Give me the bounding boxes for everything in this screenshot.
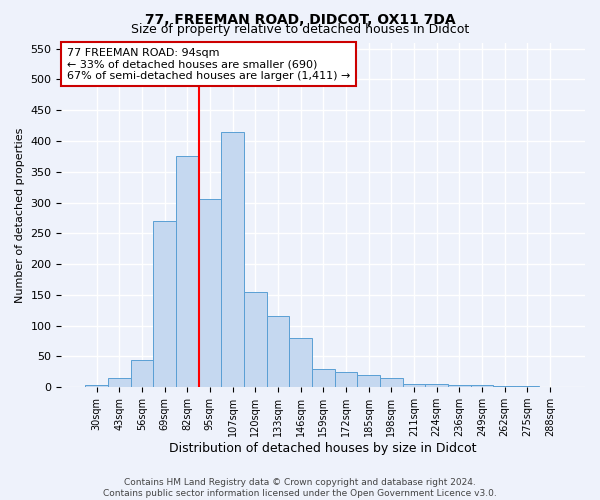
Bar: [335, 372, 357, 387]
Bar: [244, 292, 266, 387]
Bar: [448, 386, 470, 387]
Bar: [470, 386, 493, 387]
Bar: [516, 386, 539, 387]
Bar: [131, 360, 153, 387]
Bar: [85, 386, 108, 387]
Bar: [312, 369, 335, 387]
Bar: [425, 384, 448, 387]
Bar: [380, 378, 403, 387]
Bar: [403, 384, 425, 387]
Y-axis label: Number of detached properties: Number of detached properties: [15, 127, 25, 302]
Bar: [289, 338, 312, 387]
Bar: [199, 200, 221, 387]
Bar: [153, 221, 176, 387]
Bar: [539, 386, 561, 387]
Bar: [176, 156, 199, 387]
Bar: [266, 316, 289, 387]
Text: 77 FREEMAN ROAD: 94sqm
← 33% of detached houses are smaller (690)
67% of semi-de: 77 FREEMAN ROAD: 94sqm ← 33% of detached…: [67, 48, 350, 81]
Bar: [493, 386, 516, 387]
Bar: [221, 132, 244, 387]
Text: Contains HM Land Registry data © Crown copyright and database right 2024.
Contai: Contains HM Land Registry data © Crown c…: [103, 478, 497, 498]
X-axis label: Distribution of detached houses by size in Didcot: Distribution of detached houses by size …: [169, 442, 477, 455]
Text: 77, FREEMAN ROAD, DIDCOT, OX11 7DA: 77, FREEMAN ROAD, DIDCOT, OX11 7DA: [145, 12, 455, 26]
Bar: [108, 378, 131, 387]
Bar: [357, 375, 380, 387]
Text: Size of property relative to detached houses in Didcot: Size of property relative to detached ho…: [131, 22, 469, 36]
